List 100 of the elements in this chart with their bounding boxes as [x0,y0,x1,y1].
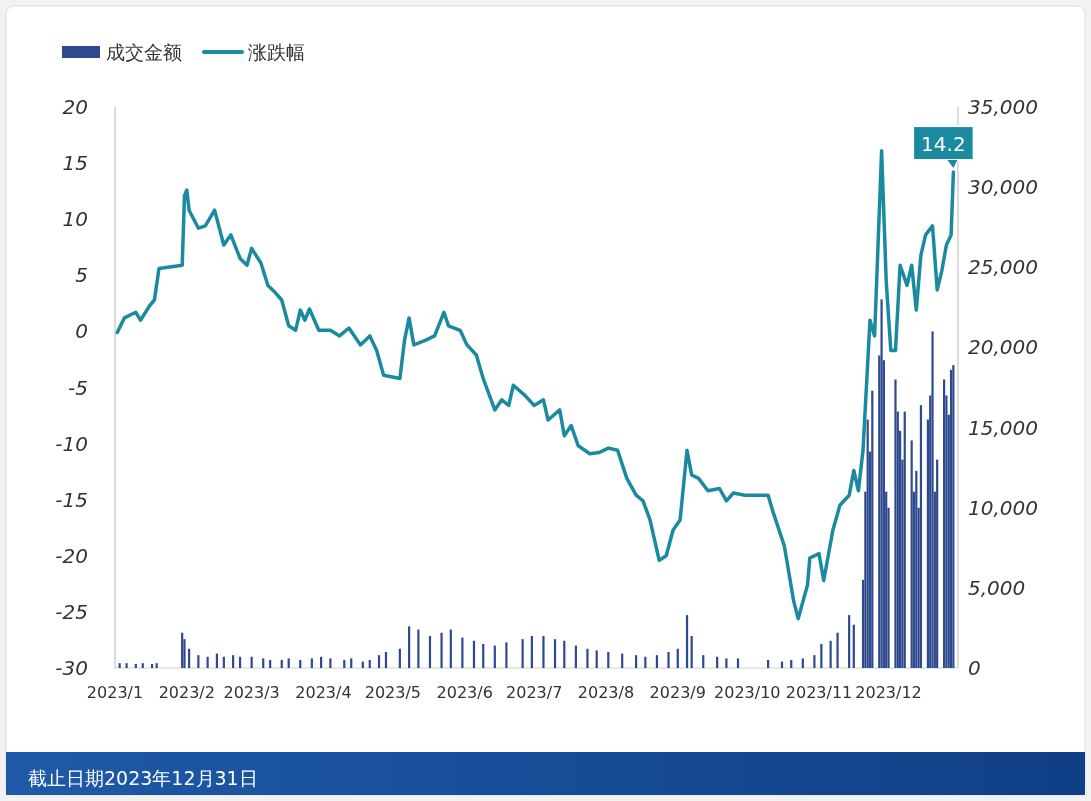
x-tick-label: 2023/2 [158,683,215,702]
bar [350,658,353,668]
bar [912,491,916,668]
bar [917,507,920,668]
bar [894,379,897,668]
bar [118,663,121,668]
bar [232,655,235,668]
bar [125,663,128,668]
bar [655,655,659,668]
bar [521,639,524,668]
y-tick-label: -30 [55,656,88,680]
bar [836,632,839,668]
bar [820,643,823,668]
y-tick-label: 0 [75,319,88,344]
bar [929,395,932,668]
bar [542,635,545,668]
bar [493,645,496,668]
bar [926,419,929,668]
bar [398,648,401,668]
bar [880,299,883,668]
bar [530,635,533,668]
bar [667,651,670,668]
bar [915,470,918,668]
bar [482,643,485,668]
bar [563,640,566,668]
bar [505,642,508,668]
bar [947,414,950,668]
x-tick-label: 2023/9 [649,683,706,702]
y2-tick-label: 35,000 [968,95,1038,119]
y2-tick-label: 25,000 [968,255,1038,280]
x-tick-label: 2023/6 [436,683,493,702]
bar [595,650,598,668]
bar [882,360,885,668]
bar [848,615,851,668]
bar [607,651,610,668]
bar [702,655,705,668]
y2-tick-label: 15,000 [968,415,1038,440]
bar [586,648,589,668]
bar [896,411,899,668]
bar [262,658,265,668]
x-tick-label: 2023/4 [295,683,352,702]
y-tick-label: 15 [62,151,88,176]
bar [310,658,313,668]
bar [861,579,865,668]
bar [384,651,388,668]
bar [949,369,953,668]
bar [866,419,869,668]
bar [634,655,638,668]
bar [871,390,874,668]
bar [553,639,557,668]
bar [440,632,443,668]
bar [885,491,888,668]
y2-tick-label: 30,000 [968,175,1038,200]
bar [919,405,923,668]
bar [931,331,934,668]
bar [852,624,855,668]
legend-label: 涨跌幅 [248,41,305,63]
bar [181,632,184,668]
text: 截止日期2023年12月31日 [28,767,258,789]
bar [736,658,740,668]
y-tick-label: -5 [68,375,88,400]
y-tick-label: -10 [55,431,88,456]
y-tick-label: 5 [75,263,88,288]
bar [901,459,904,668]
annotation: 14.2 [921,132,966,157]
bar [829,640,832,668]
bar [725,658,728,668]
bar [676,648,679,668]
bar [461,637,464,668]
bar [887,507,890,668]
bar [197,655,200,668]
bar [329,658,332,668]
bar [864,491,867,668]
bar [903,411,906,668]
x-tick-label: 2023/3 [223,683,280,702]
y-tick-label: 10 [62,207,88,232]
bar [188,648,191,668]
bar [685,615,689,668]
bar [801,658,804,668]
bar [910,440,913,668]
bar [936,459,939,668]
bar [377,655,381,668]
y2-tick-label: 20,000 [968,335,1038,360]
bar [813,655,816,668]
y-tick-label: -25 [55,599,88,624]
bar [878,355,881,668]
y-tick-label: -15 [55,487,88,512]
bar [155,663,158,668]
bar [899,430,902,668]
x-tick-label: 2023/1 [86,683,144,702]
bar [183,639,186,668]
bar [141,663,144,668]
y-tick-label: -20 [55,543,88,568]
bar [943,379,946,668]
legend-label: 成交金额 [106,41,182,63]
x-tick-label: 2023/7 [506,683,563,702]
bar [574,645,577,668]
bar [868,451,872,668]
x-tick-label: 2023/11 [785,683,853,702]
bar [428,635,432,668]
